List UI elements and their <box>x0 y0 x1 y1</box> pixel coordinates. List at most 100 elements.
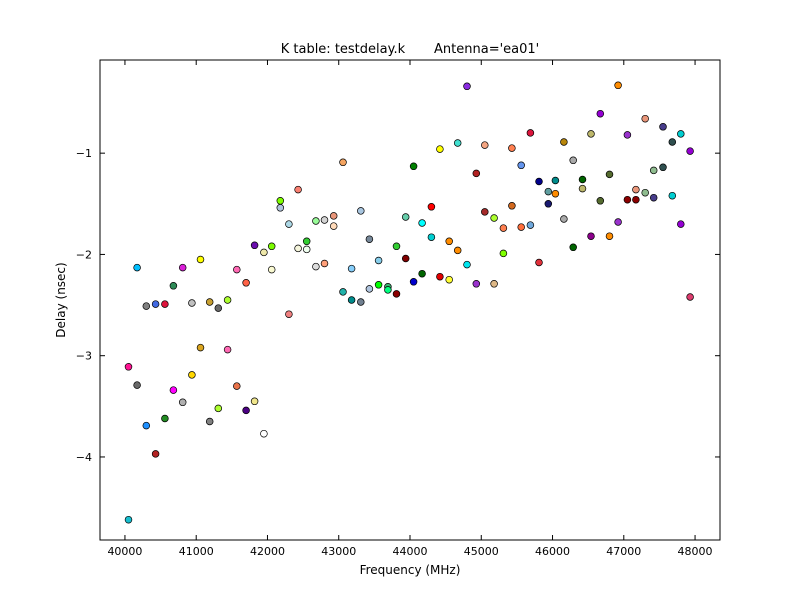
data-point <box>445 275 453 284</box>
data-point <box>142 421 151 430</box>
data-point <box>508 144 516 152</box>
data-point <box>276 197 285 205</box>
data-point <box>242 406 250 415</box>
data-point <box>320 216 329 224</box>
data-point <box>151 450 160 458</box>
x-tick-label: 47000 <box>606 545 641 558</box>
data-point <box>329 222 338 230</box>
data-point <box>560 215 568 223</box>
data-point <box>668 138 677 146</box>
data-point <box>526 129 535 137</box>
data-point <box>133 263 141 272</box>
chart-title: K table: testdelay.k Antenna='ea01' <box>281 42 540 57</box>
data-point <box>605 170 614 179</box>
data-point <box>445 237 453 246</box>
data-point <box>490 214 498 222</box>
data-point <box>260 429 268 438</box>
data-point <box>142 302 151 310</box>
data-point <box>357 298 365 306</box>
data-point <box>614 218 622 226</box>
data-point <box>151 300 160 308</box>
data-point <box>320 259 329 268</box>
data-point <box>401 254 410 263</box>
data-point <box>169 282 178 290</box>
data-point <box>347 296 356 304</box>
data-point <box>463 82 471 91</box>
data-point <box>233 382 241 390</box>
data-point <box>508 202 516 210</box>
data-point <box>659 123 667 131</box>
data-point <box>677 130 685 138</box>
data-point <box>294 185 302 194</box>
data-point <box>614 81 622 90</box>
data-point <box>223 345 232 354</box>
x-tick-label: 45000 <box>464 545 499 558</box>
data-point <box>205 417 214 426</box>
data-point <box>161 414 169 423</box>
data-point <box>169 386 178 394</box>
data-point <box>596 109 605 118</box>
data-point <box>427 203 436 211</box>
data-point <box>133 381 141 389</box>
data-point <box>312 217 320 225</box>
data-point <box>596 197 605 205</box>
data-point <box>481 208 489 216</box>
data-point <box>668 191 677 200</box>
data-point <box>285 220 293 228</box>
data-point <box>124 363 133 371</box>
data-point <box>205 298 214 306</box>
y-tick-label: −1 <box>76 147 92 160</box>
data-point <box>409 162 418 171</box>
data-point <box>686 293 694 301</box>
data-point <box>623 195 632 204</box>
data-point <box>242 279 250 287</box>
data-point <box>641 188 649 197</box>
data-point <box>632 185 640 194</box>
data-point <box>178 263 187 272</box>
data-point <box>418 269 426 278</box>
x-tick-label: 42000 <box>250 545 285 558</box>
x-tick-label: 48000 <box>678 545 713 558</box>
data-point <box>427 233 436 241</box>
data-point <box>569 243 577 252</box>
data-point <box>418 219 426 227</box>
data-point <box>535 177 543 186</box>
data-point <box>686 147 694 155</box>
data-point <box>365 285 374 293</box>
x-tick-label: 43000 <box>321 545 356 558</box>
data-point <box>124 515 133 524</box>
data-point <box>587 130 595 138</box>
x-tick-label: 44000 <box>393 545 428 558</box>
data-point <box>329 212 338 220</box>
data-point <box>526 221 535 229</box>
data-point <box>641 114 649 123</box>
data-point <box>578 175 587 184</box>
data-point <box>649 193 658 202</box>
data-point <box>436 145 444 153</box>
data-point <box>472 280 481 288</box>
data-point <box>453 246 462 255</box>
data-point <box>188 299 196 307</box>
data-point <box>365 235 374 243</box>
data-point <box>578 184 587 193</box>
data-point <box>409 278 418 286</box>
data-point <box>623 131 632 139</box>
data-point <box>472 169 481 178</box>
data-point <box>517 161 525 170</box>
data-point <box>312 262 320 271</box>
data-point <box>196 343 205 352</box>
data-point <box>436 272 444 281</box>
data-point <box>214 304 223 312</box>
data-point <box>347 264 356 273</box>
data-point <box>499 249 508 258</box>
y-tick-label: −4 <box>76 451 92 464</box>
data-point <box>374 256 383 265</box>
data-point <box>401 213 410 221</box>
data-point <box>223 296 232 304</box>
data-point <box>214 404 223 413</box>
data-point <box>677 220 685 228</box>
data-point <box>517 223 525 231</box>
data-point <box>392 242 401 251</box>
data-point <box>453 139 462 147</box>
